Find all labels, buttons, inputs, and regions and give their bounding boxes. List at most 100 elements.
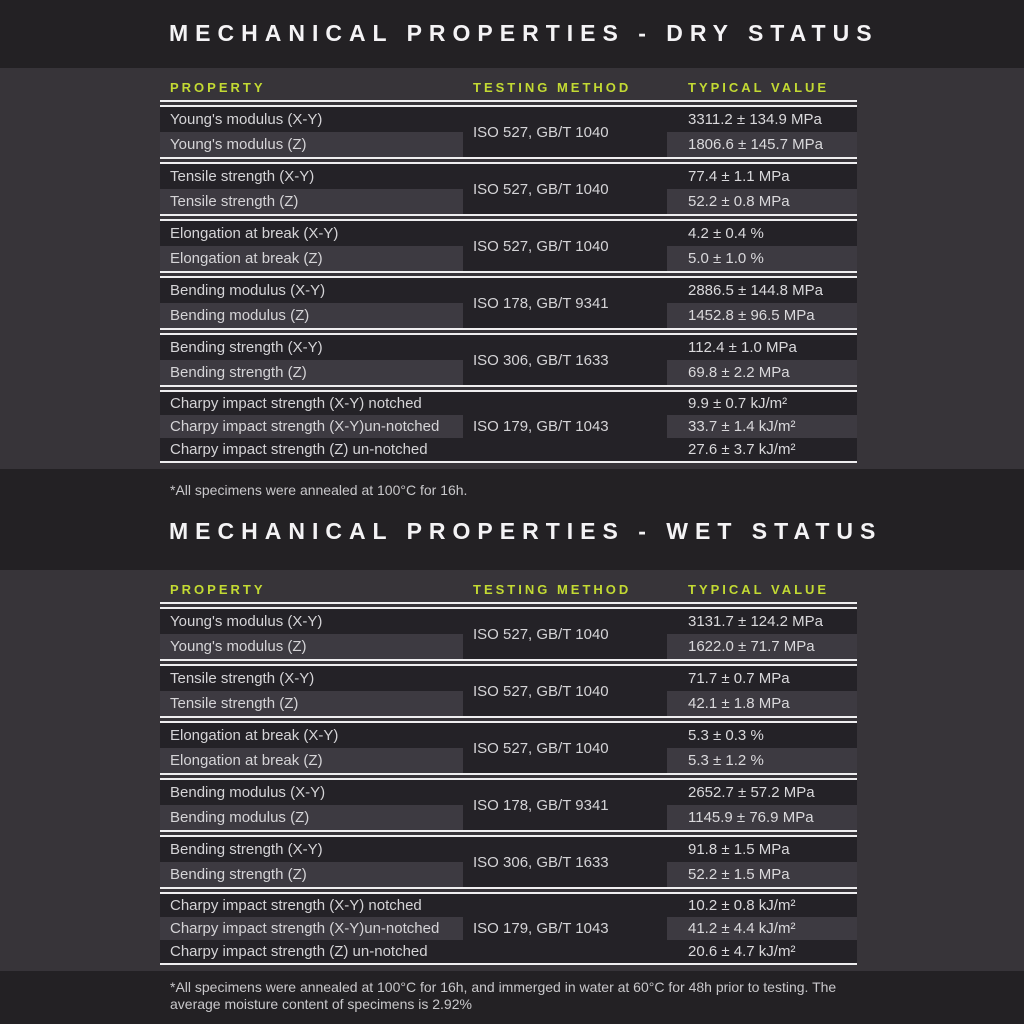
dry-title-band: MECHANICAL PROPERTIES - DRY STATUS (0, 0, 1024, 68)
property-cell: Bending modulus (X-Y) (170, 784, 326, 801)
property-group: Charpy impact strength (X-Y) notched Char… (160, 390, 857, 463)
value-cell: 4.2 ± 0.4 % (688, 225, 764, 242)
value-column: 4.2 ± 0.4 % 5.0 ± 1.0 % (667, 221, 857, 271)
dry-section-title: MECHANICAL PROPERTIES - DRY STATUS (169, 20, 879, 46)
method-column: ISO 179, GB/T 1043 (463, 894, 667, 963)
value-column: 3131.7 ± 124.2 MPa 1622.0 ± 71.7 MPa (667, 609, 857, 659)
wet-section-title: MECHANICAL PROPERTIES - WET STATUS (169, 518, 883, 544)
method-cell: ISO 306, GB/T 1633 (473, 853, 609, 871)
column-header-typical-value: TYPICAL VALUE (688, 80, 830, 95)
wet-properties-table: PROPERTY TESTING METHOD TYPICAL VALUE Yo… (160, 579, 857, 965)
bottom-band: *All specimens were annealed at 100°C fo… (0, 971, 1024, 1024)
property-column: Bending strength (X-Y) Bending strength (… (160, 335, 463, 385)
property-group: Young's modulus (X-Y) Young's modulus (Z)… (160, 607, 857, 661)
value-cell: 1806.6 ± 145.7 MPa (667, 132, 857, 157)
method-column: ISO 306, GB/T 1633 (463, 335, 667, 385)
property-group: Tensile strength (X-Y) Tensile strength (… (160, 162, 857, 216)
method-column: ISO 179, GB/T 1043 (463, 392, 667, 461)
column-header-testing-method: TESTING METHOD (473, 582, 632, 597)
column-header-typical-value: TYPICAL VALUE (688, 582, 830, 597)
value-cell: 1622.0 ± 71.7 MPa (667, 634, 857, 659)
value-column: 10.2 ± 0.8 kJ/m² 41.2 ± 4.4 kJ/m² 20.6 ± 4… (667, 894, 857, 963)
property-cell: Young's modulus (Z) (160, 634, 463, 659)
property-group: Bending strength (X-Y) Bending strength (… (160, 333, 857, 387)
property-cell: Elongation at break (X-Y) (170, 225, 339, 242)
value-cell: 91.8 ± 1.5 MPa (688, 841, 790, 858)
property-column: Young's modulus (X-Y) Young's modulus (Z) (160, 107, 463, 157)
property-cell: Bending modulus (X-Y) (170, 282, 326, 299)
property-column: Elongation at break (X-Y) Elongation at b… (160, 221, 463, 271)
property-cell: Young's modulus (X-Y) (170, 111, 323, 128)
method-cell: ISO 179, GB/T 1043 (473, 920, 609, 937)
method-cell: ISO 178, GB/T 9341 (473, 294, 609, 312)
value-cell: 112.4 ± 1.0 MPa (688, 339, 797, 356)
property-cell: Elongation at break (Z) (160, 246, 463, 271)
property-column: Bending strength (X-Y) Bending strength (… (160, 837, 463, 887)
property-column: Bending modulus (X-Y) Bending modulus (Z) (160, 780, 463, 830)
value-cell: 1452.8 ± 96.5 MPa (667, 303, 857, 328)
value-cell: 52.2 ± 1.5 MPa (667, 862, 857, 887)
dry-footnote: *All specimens were annealed at 100°C fo… (170, 482, 468, 498)
value-column: 77.4 ± 1.1 MPa 52.2 ± 0.8 MPa (667, 164, 857, 214)
method-cell: ISO 527, GB/T 1040 (473, 180, 609, 198)
value-cell: 5.3 ± 1.2 % (667, 748, 857, 773)
value-column: 3311.2 ± 134.9 MPa 1806.6 ± 145.7 MPa (667, 107, 857, 157)
method-column: ISO 527, GB/T 1040 (463, 723, 667, 773)
property-group: Elongation at break (X-Y) Elongation at b… (160, 721, 857, 775)
property-cell: Elongation at break (X-Y) (170, 727, 339, 744)
method-column: ISO 527, GB/T 1040 (463, 666, 667, 716)
dry-properties-table-panel: PROPERTY TESTING METHOD TYPICAL VALUE Yo… (0, 68, 1024, 469)
dry-properties-table: PROPERTY TESTING METHOD TYPICAL VALUE Yo… (160, 77, 857, 463)
value-column: 2652.7 ± 57.2 MPa 1145.9 ± 76.9 MPa (667, 780, 857, 830)
value-column: 91.8 ± 1.5 MPa 52.2 ± 1.5 MPa (667, 837, 857, 887)
property-cell: Young's modulus (Z) (160, 132, 463, 157)
method-column: ISO 527, GB/T 1040 (463, 107, 667, 157)
value-cell: 3311.2 ± 134.9 MPa (688, 111, 822, 128)
wet-table-body: Young's modulus (X-Y) Young's modulus (Z)… (160, 607, 857, 965)
property-cell: Elongation at break (Z) (160, 748, 463, 773)
property-column: Elongation at break (X-Y) Elongation at b… (160, 723, 463, 773)
property-column: Bending modulus (X-Y) Bending modulus (Z) (160, 278, 463, 328)
property-cell: Charpy impact strength (Z) un-notched (170, 943, 428, 960)
property-group: Young's modulus (X-Y) Young's modulus (Z)… (160, 105, 857, 159)
value-cell: 2652.7 ± 57.2 MPa (688, 784, 815, 801)
wet-properties-table-panel: PROPERTY TESTING METHOD TYPICAL VALUE Yo… (0, 570, 1024, 971)
method-cell: ISO 527, GB/T 1040 (473, 123, 609, 141)
property-cell: Tensile strength (X-Y) (170, 168, 315, 185)
method-cell: ISO 527, GB/T 1040 (473, 237, 609, 255)
property-cell: Bending strength (Z) (160, 360, 463, 385)
property-cell: Tensile strength (Z) (160, 189, 463, 214)
property-cell: Charpy impact strength (X-Y)un-notched (160, 917, 463, 940)
method-cell: ISO 306, GB/T 1633 (473, 351, 609, 369)
value-column: 71.7 ± 0.7 MPa 42.1 ± 1.8 MPa (667, 666, 857, 716)
mid-band: *All specimens were annealed at 100°C fo… (0, 469, 1024, 570)
property-group: Bending modulus (X-Y) Bending modulus (Z)… (160, 276, 857, 330)
method-cell: ISO 527, GB/T 1040 (473, 625, 609, 643)
property-column: Tensile strength (X-Y) Tensile strength (… (160, 164, 463, 214)
column-header-property: PROPERTY (170, 582, 266, 597)
value-cell: 52.2 ± 0.8 MPa (667, 189, 857, 214)
column-header-testing-method: TESTING METHOD (473, 80, 632, 95)
value-cell: 9.9 ± 0.7 kJ/m² (688, 395, 788, 412)
property-group: Bending strength (X-Y) Bending strength (… (160, 835, 857, 889)
method-cell: ISO 178, GB/T 9341 (473, 796, 609, 814)
property-cell: Bending strength (X-Y) (170, 339, 323, 356)
property-group: Charpy impact strength (X-Y) notched Char… (160, 892, 857, 965)
value-column: 9.9 ± 0.7 kJ/m² 33.7 ± 1.4 kJ/m² 27.6 ± 3.… (667, 392, 857, 461)
value-cell: 10.2 ± 0.8 kJ/m² (688, 897, 796, 914)
property-group: Tensile strength (X-Y) Tensile strength (… (160, 664, 857, 718)
value-cell: 42.1 ± 1.8 MPa (667, 691, 857, 716)
value-cell: 5.0 ± 1.0 % (667, 246, 857, 271)
method-column: ISO 527, GB/T 1040 (463, 609, 667, 659)
property-cell: Charpy impact strength (X-Y)un-notched (160, 415, 463, 438)
dry-table-header-row: PROPERTY TESTING METHOD TYPICAL VALUE (160, 77, 857, 102)
wet-footnote: *All specimens were annealed at 100°C fo… (170, 979, 837, 1012)
property-column: Charpy impact strength (X-Y) notched Char… (160, 894, 463, 963)
property-cell: Charpy impact strength (Z) un-notched (170, 441, 428, 458)
property-column: Tensile strength (X-Y) Tensile strength (… (160, 666, 463, 716)
method-column: ISO 178, GB/T 9341 (463, 780, 667, 830)
wet-table-header-row: PROPERTY TESTING METHOD TYPICAL VALUE (160, 579, 857, 604)
method-column: ISO 527, GB/T 1040 (463, 164, 667, 214)
method-cell: ISO 179, GB/T 1043 (473, 418, 609, 435)
property-cell: Bending strength (Z) (160, 862, 463, 887)
